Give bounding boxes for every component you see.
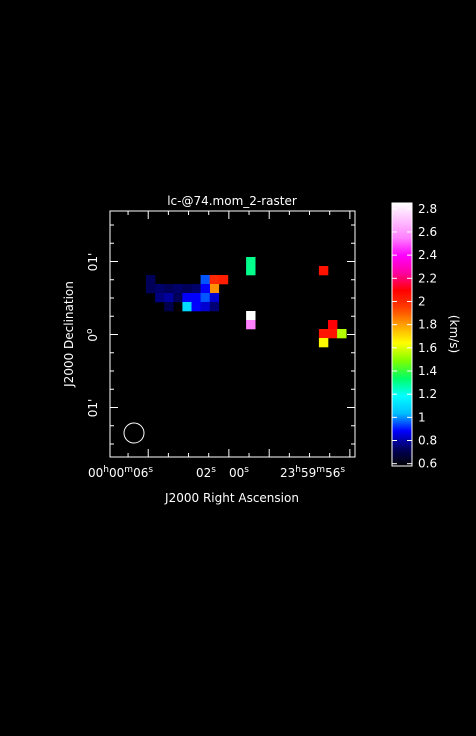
heatmap-cell (209, 293, 220, 303)
y-tick-labels: 01' 0o 01' (85, 253, 100, 418)
heatmap-cell (246, 257, 256, 267)
heatmap-cell (191, 302, 201, 312)
heatmap-cells (146, 257, 347, 348)
x-axis-label: J2000 Right Ascension (164, 491, 299, 505)
heatmap-cell (146, 275, 156, 285)
x-tick-label: 00h00m06s (88, 465, 153, 480)
y-tick-label: 01' (86, 399, 100, 418)
heatmap-cell (164, 284, 174, 294)
heatmap-cell (218, 275, 229, 285)
heatmap-cell (328, 320, 338, 330)
heatmap-cell (318, 266, 329, 276)
heatmap-cell (246, 266, 256, 276)
heatmap-cell (173, 284, 183, 294)
plot-frame (109, 210, 356, 458)
colorbar-tick-label: 2.8 (418, 202, 437, 216)
x-tick-label: 00s (229, 465, 249, 480)
heatmap-cell (200, 293, 210, 303)
heatmap-cell (182, 284, 192, 294)
colorbar-tick-label: 1 (418, 410, 426, 424)
heatmap-cell (209, 275, 220, 285)
heatmap-cell (155, 284, 165, 294)
y-axis-label: J2000 Declination (62, 281, 76, 388)
colorbar-tick-label: 1.2 (418, 387, 437, 401)
colorbar-tick-label: 0.8 (418, 434, 437, 448)
x-ticks (127, 211, 351, 457)
heatmap-cell (337, 329, 347, 339)
colorbar-tick-label: 2 (418, 294, 426, 308)
x-tick-label: 23h59m56s (280, 465, 345, 480)
heatmap-cell (200, 284, 210, 294)
y-tick-label: 01' (86, 253, 100, 272)
colorbar-tick-label: 2.6 (418, 225, 437, 239)
x-tick-label: 02s (196, 465, 216, 480)
colorbar-tick-label: 0.6 (418, 457, 437, 471)
heatmap-cell (191, 284, 201, 294)
colorbar-tick-label: 2.4 (418, 248, 437, 262)
colorbar-tick-label: 1.6 (418, 341, 437, 355)
heatmap-cell (318, 329, 329, 339)
heatmap-cell (155, 293, 165, 303)
colorbar-tick-label: 1.4 (418, 364, 437, 378)
heatmap-cell (200, 302, 210, 312)
heatmap-cell (246, 320, 256, 330)
heatmap-cell (246, 311, 256, 321)
colorbar-tick-label: 1.8 (418, 318, 437, 332)
heatmap-cell (182, 302, 192, 312)
heatmap-cell (173, 293, 183, 303)
heatmap-cell (182, 293, 192, 303)
x-tick-labels: 00h00m06s 02s 00s 23h59m56s (88, 465, 345, 480)
y-tick-label: 0o (85, 328, 100, 342)
heatmap-cell (146, 284, 156, 294)
heatmap-cell (209, 302, 220, 312)
colorbar-label: (km/s) (447, 315, 461, 353)
y-ticks (110, 224, 355, 445)
heatmap-cell (328, 329, 338, 339)
colorbar-ticks: 0.6 0.8 1 1.2 1.4 1.6 1.8 2 2.2 2.4 2.6 2.8 (392, 202, 437, 471)
heatmap-cell (200, 275, 210, 285)
heatmap-cell (318, 338, 329, 348)
heatmap-cell (191, 293, 201, 303)
colorbar-tick-label: 2.2 (418, 271, 437, 285)
beam-ellipse (123, 422, 145, 444)
heatmap-cell (164, 302, 174, 312)
heatmap-cell (209, 284, 220, 294)
chart-title: lc-@74.mom_2-raster (167, 194, 297, 208)
heatmap-cell (164, 293, 174, 303)
colorbar (391, 202, 413, 467)
